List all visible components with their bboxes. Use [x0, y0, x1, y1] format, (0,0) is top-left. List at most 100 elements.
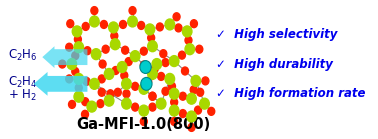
Circle shape	[140, 47, 147, 55]
Circle shape	[165, 19, 175, 30]
Circle shape	[74, 35, 81, 43]
Text: C$_2$H$_4$: C$_2$H$_4$	[8, 75, 37, 90]
Circle shape	[122, 46, 129, 54]
Circle shape	[139, 83, 149, 94]
Text: ✓  High formation rate: ✓ High formation rate	[216, 87, 365, 100]
Circle shape	[152, 59, 161, 70]
Circle shape	[104, 95, 114, 106]
Text: ✓  High selectivity: ✓ High selectivity	[216, 28, 337, 41]
Circle shape	[208, 107, 215, 115]
Circle shape	[169, 56, 179, 67]
Circle shape	[125, 58, 132, 66]
Text: C$_2$H$_6$: C$_2$H$_6$	[8, 48, 37, 63]
Circle shape	[130, 51, 140, 62]
Circle shape	[102, 45, 109, 53]
Circle shape	[111, 32, 118, 40]
Circle shape	[117, 62, 127, 72]
Circle shape	[196, 45, 203, 53]
Circle shape	[129, 7, 136, 15]
Circle shape	[98, 75, 105, 83]
Circle shape	[72, 26, 82, 37]
Circle shape	[123, 90, 130, 98]
Circle shape	[67, 20, 74, 28]
Circle shape	[149, 92, 156, 100]
Circle shape	[140, 61, 147, 69]
Circle shape	[156, 23, 163, 31]
Circle shape	[178, 51, 186, 59]
Circle shape	[197, 88, 204, 96]
Circle shape	[121, 71, 128, 79]
Circle shape	[187, 93, 196, 104]
Circle shape	[83, 77, 90, 85]
Text: Ga-MFI-1.0(800): Ga-MFI-1.0(800)	[77, 117, 211, 132]
Circle shape	[171, 117, 178, 125]
Circle shape	[185, 44, 195, 55]
Circle shape	[195, 106, 201, 114]
Circle shape	[200, 98, 209, 109]
Circle shape	[99, 60, 106, 68]
Circle shape	[97, 100, 104, 108]
Circle shape	[191, 75, 201, 86]
Circle shape	[169, 82, 175, 90]
Circle shape	[87, 101, 96, 112]
Circle shape	[180, 92, 186, 100]
Circle shape	[175, 24, 182, 32]
Circle shape	[112, 67, 119, 75]
Circle shape	[165, 73, 175, 84]
Circle shape	[109, 22, 118, 33]
Circle shape	[141, 77, 152, 90]
Circle shape	[91, 49, 101, 60]
Circle shape	[151, 65, 158, 73]
Circle shape	[145, 24, 155, 35]
Circle shape	[82, 23, 89, 30]
Circle shape	[148, 69, 157, 79]
Circle shape	[90, 16, 99, 27]
Text: + H$_2$: + H$_2$	[8, 88, 37, 103]
Circle shape	[132, 82, 139, 90]
Circle shape	[149, 103, 156, 111]
Circle shape	[138, 22, 145, 29]
Circle shape	[72, 68, 79, 75]
Circle shape	[145, 77, 152, 85]
Circle shape	[82, 110, 88, 118]
Circle shape	[185, 36, 192, 44]
Circle shape	[91, 7, 98, 15]
Circle shape	[148, 41, 157, 52]
Circle shape	[162, 59, 169, 67]
Circle shape	[98, 88, 105, 96]
Circle shape	[72, 52, 79, 60]
Circle shape	[59, 60, 66, 68]
Text: ✓  High durability: ✓ High durability	[216, 58, 333, 71]
Circle shape	[183, 26, 192, 37]
Circle shape	[122, 78, 131, 89]
FancyArrow shape	[42, 46, 87, 68]
Circle shape	[68, 100, 76, 108]
Circle shape	[149, 92, 156, 100]
Circle shape	[114, 88, 121, 96]
Circle shape	[171, 98, 178, 106]
Circle shape	[140, 61, 151, 73]
Circle shape	[107, 90, 114, 98]
Circle shape	[66, 43, 73, 51]
Circle shape	[191, 20, 197, 28]
Circle shape	[140, 117, 147, 125]
Circle shape	[122, 98, 131, 109]
Circle shape	[110, 39, 120, 50]
FancyArrow shape	[34, 72, 87, 96]
Circle shape	[169, 88, 179, 99]
Circle shape	[148, 34, 155, 42]
Circle shape	[74, 73, 84, 84]
Circle shape	[104, 69, 114, 79]
Circle shape	[67, 59, 77, 70]
Circle shape	[82, 98, 89, 106]
Circle shape	[187, 111, 196, 122]
Circle shape	[74, 91, 84, 102]
Circle shape	[75, 84, 82, 92]
Circle shape	[128, 16, 137, 27]
Circle shape	[101, 20, 107, 28]
Circle shape	[139, 105, 149, 116]
Circle shape	[160, 50, 167, 58]
Circle shape	[156, 98, 166, 109]
Circle shape	[119, 20, 127, 28]
Circle shape	[173, 13, 180, 21]
